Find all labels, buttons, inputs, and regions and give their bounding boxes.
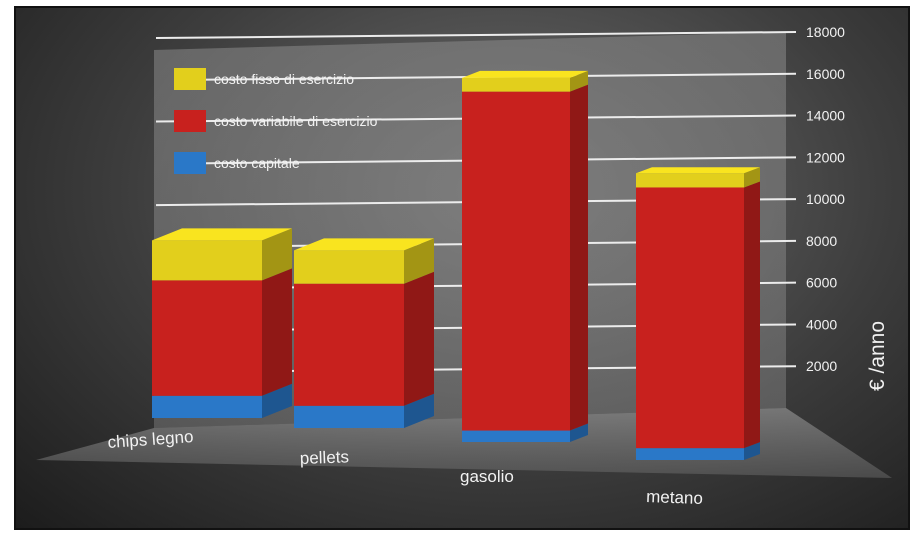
bar-segment	[294, 393, 434, 428]
bar-segment	[636, 181, 760, 449]
bar-segment	[636, 167, 760, 188]
category-label: metano	[646, 487, 703, 508]
y-tick-label: 12000	[806, 149, 845, 165]
legend-label: costo fisso di esercizio	[214, 71, 354, 87]
y-axis-label: € /anno	[866, 321, 889, 391]
y-tick-label: 2000	[806, 358, 837, 374]
legend-item: costo fisso di esercizio	[174, 68, 354, 90]
legend-label: costo capitale	[214, 155, 300, 171]
chart-frame: 2000 4000 6000 8000 10000 12000 14000 16000 1800…	[14, 6, 910, 530]
bar-segment	[636, 442, 760, 460]
bar-segment	[462, 70, 588, 92]
y-tick-label: 4000	[806, 316, 837, 332]
bar-segment	[462, 423, 588, 442]
bar-segment	[152, 383, 292, 418]
stacked-bar-chart: 2000 4000 6000 8000 10000 12000 14000 16000 1800…	[36, 24, 892, 508]
legend-item: costo capitale	[174, 152, 300, 174]
legend-swatch	[174, 152, 206, 174]
bar-segment	[152, 228, 292, 281]
bar-segment	[294, 238, 434, 284]
y-tick-label: 18000	[806, 24, 845, 40]
y-tick-label: 16000	[806, 66, 845, 82]
legend-swatch	[174, 68, 206, 90]
bar-segment	[462, 84, 588, 431]
category-label: gasolio	[460, 467, 514, 486]
y-tick-label: 8000	[806, 233, 837, 249]
bar-segment	[152, 268, 292, 396]
gridline	[155, 31, 797, 39]
legend-item: costo variabile di esercizio	[174, 110, 378, 132]
bar-segment	[294, 271, 434, 406]
y-tick-label: 6000	[806, 275, 837, 291]
y-tick-label: 14000	[806, 108, 845, 124]
category-label: pellets	[299, 447, 349, 468]
y-tick-label: 10000	[806, 191, 845, 207]
legend-label: costo variabile di esercizio	[214, 113, 378, 129]
legend-swatch	[174, 110, 206, 132]
